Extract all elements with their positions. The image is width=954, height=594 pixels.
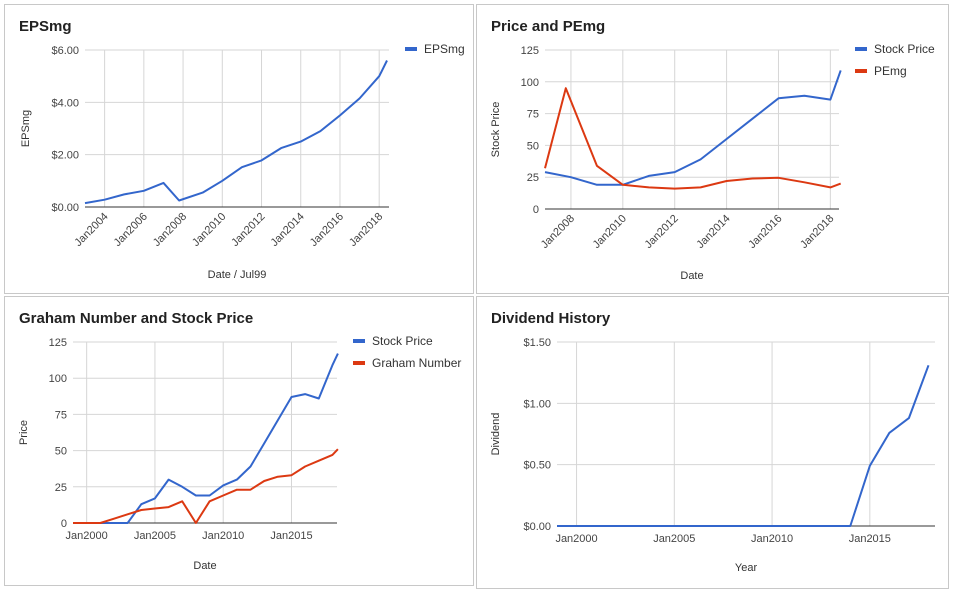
y-tick-label: 100 <box>521 77 539 89</box>
x-tick-label: Jan2005 <box>653 533 695 545</box>
series-line-stock-price <box>73 353 339 524</box>
y-tick-label: $1.00 <box>523 398 551 410</box>
y-axis-title: Dividend <box>490 413 502 456</box>
legend-label: PEmg <box>874 64 907 78</box>
x-tick-label: Jan2012 <box>229 211 267 249</box>
x-axis-title: Date <box>193 560 216 572</box>
y-tick-label: $0.50 <box>523 460 551 472</box>
x-tick-label: Jan2008 <box>151 211 189 249</box>
y-tick-label: $4.00 <box>51 97 79 109</box>
y-axis-title: Stock Price <box>490 102 502 158</box>
series-line-epsmg <box>84 60 388 205</box>
y-tick-label: 0 <box>533 204 539 216</box>
y-tick-label: 25 <box>527 172 539 184</box>
x-tick-label: Jan2008 <box>539 213 577 251</box>
x-tick-label: Jan2010 <box>591 213 629 251</box>
x-tick-label: Jan2014 <box>269 211 307 249</box>
y-tick-label: 75 <box>55 409 67 421</box>
y-tick-label: 125 <box>49 337 67 349</box>
chart-panel-graham-number: Graham Number and Stock Price 0 25 50 75 100… <box>4 296 474 586</box>
x-tick-label: Jan2018 <box>798 213 836 251</box>
series-line-0 <box>557 364 930 527</box>
x-tick-label: Jan2004 <box>72 211 110 249</box>
series-line-stock-price <box>544 70 842 186</box>
x-tick-label: Jan2006 <box>112 211 150 249</box>
y-tick-label: $1.50 <box>523 337 551 349</box>
chart-panel-price-pemg: Price and PEmg 0 25 50 75 100 125 Jan2008 Jan20… <box>476 4 949 294</box>
legend-swatch <box>855 69 867 73</box>
y-tick-label: 0 <box>61 518 67 530</box>
series-line-graham-number <box>73 448 339 524</box>
x-tick-label: Jan2010 <box>202 530 244 542</box>
chart-title: Dividend History <box>491 310 611 327</box>
price-pemg-chart: Price and PEmg 0 25 50 75 100 125 Jan2008 Jan20… <box>490 18 935 282</box>
y-tick-label: 100 <box>49 373 67 385</box>
y-tick-label: $0.00 <box>523 521 551 533</box>
chart-title: EPSmg <box>19 18 72 35</box>
y-tick-label: 50 <box>55 446 67 458</box>
x-tick-label: Jan2010 <box>751 533 793 545</box>
chart-panel-dividend-history: Dividend History $0.00 $0.50 $1.00 $1.50 Jan… <box>476 296 949 589</box>
y-axis-title: EPSmg <box>20 110 32 147</box>
x-tick-label: Jan2018 <box>347 211 385 249</box>
chart-panel-epsmg: EPSmg $0.00 $2.00 $4.00 $6.00 Jan2004 Jan2006… <box>4 4 474 294</box>
y-tick-label: 50 <box>527 140 539 152</box>
legend-swatch <box>855 47 867 51</box>
y-tick-label: 125 <box>521 45 539 57</box>
x-tick-label: Jan2014 <box>694 213 732 251</box>
y-tick-label: $2.00 <box>51 150 79 162</box>
x-tick-label: Jan2016 <box>746 213 784 251</box>
x-tick-label: Jan2016 <box>308 211 346 249</box>
chart-title: Graham Number and Stock Price <box>19 310 253 327</box>
legend-swatch <box>405 47 417 51</box>
x-tick-label: Jan2005 <box>134 530 176 542</box>
y-axis-title: Price <box>18 420 30 445</box>
epsmg-chart: EPSmg $0.00 $2.00 $4.00 $6.00 Jan2004 Jan2006… <box>19 18 465 281</box>
x-axis-title: Year <box>735 562 758 574</box>
chart-title: Price and PEmg <box>491 18 605 35</box>
x-tick-label: Jan2000 <box>555 533 597 545</box>
dividend-history-chart: Dividend History $0.00 $0.50 $1.00 $1.50 Jan… <box>490 310 935 574</box>
series-line-pemg <box>544 87 842 190</box>
legend-label: Graham Number <box>372 356 461 370</box>
x-tick-label: Jan2000 <box>66 530 108 542</box>
legend-label: EPSmg <box>424 42 465 56</box>
legend-label: Stock Price <box>372 334 433 348</box>
legend-swatch <box>353 361 365 365</box>
y-tick-label: 25 <box>55 482 67 494</box>
y-tick-label: 75 <box>527 109 539 121</box>
x-axis-title: Date / Jul99 <box>208 269 267 281</box>
y-tick-label: $0.00 <box>51 202 79 214</box>
legend-swatch <box>353 339 365 343</box>
graham-number-chart: Graham Number and Stock Price 0 25 50 75 100… <box>18 310 461 572</box>
x-tick-label: Jan2012 <box>642 213 680 251</box>
x-tick-label: Jan2015 <box>270 530 312 542</box>
y-tick-label: $6.00 <box>51 45 79 57</box>
x-tick-label: Jan2015 <box>849 533 891 545</box>
x-axis-title: Date <box>680 270 703 282</box>
x-tick-label: Jan2010 <box>190 211 228 249</box>
legend-label: Stock Price <box>874 42 935 56</box>
